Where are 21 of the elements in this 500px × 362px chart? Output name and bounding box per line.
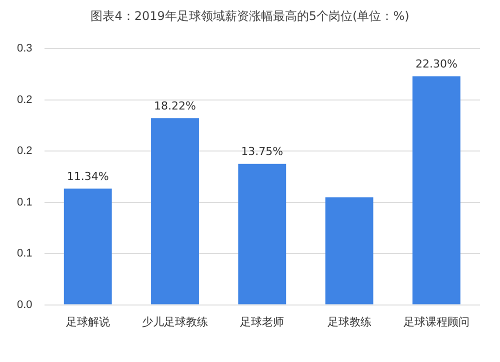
bar bbox=[64, 188, 112, 304]
bar bbox=[151, 118, 199, 304]
y-tick-label: 0.0 bbox=[16, 298, 32, 311]
data-label: 11.34% bbox=[66, 170, 109, 183]
bar bbox=[325, 197, 374, 304]
bar bbox=[238, 164, 286, 304]
y-tick-label: 0.3 bbox=[16, 42, 32, 55]
chart-title: 图表4：2019年足球领域薪资涨幅最高的5个岗位(单位：%) bbox=[90, 8, 410, 25]
data-label: 13.75% bbox=[241, 145, 284, 158]
y-tick-label: 0.2 bbox=[16, 145, 32, 158]
bar bbox=[412, 76, 460, 304]
y-tick-label: 0.2 bbox=[16, 94, 32, 106]
data-label: 18.22% bbox=[154, 99, 196, 112]
y-tick-label: 0.1 bbox=[16, 248, 32, 260]
x-tick-label: 足球老师 bbox=[240, 315, 284, 328]
x-tick-label: 足球课程顾问 bbox=[403, 315, 470, 328]
x-tick-label: 足球解说 bbox=[66, 315, 110, 328]
data-label: 22.30% bbox=[415, 58, 458, 71]
x-tick-label: 足球教练 bbox=[327, 315, 372, 328]
y-tick-label: 0.1 bbox=[16, 196, 32, 208]
x-tick-label: 少儿足球教练 bbox=[142, 315, 208, 328]
